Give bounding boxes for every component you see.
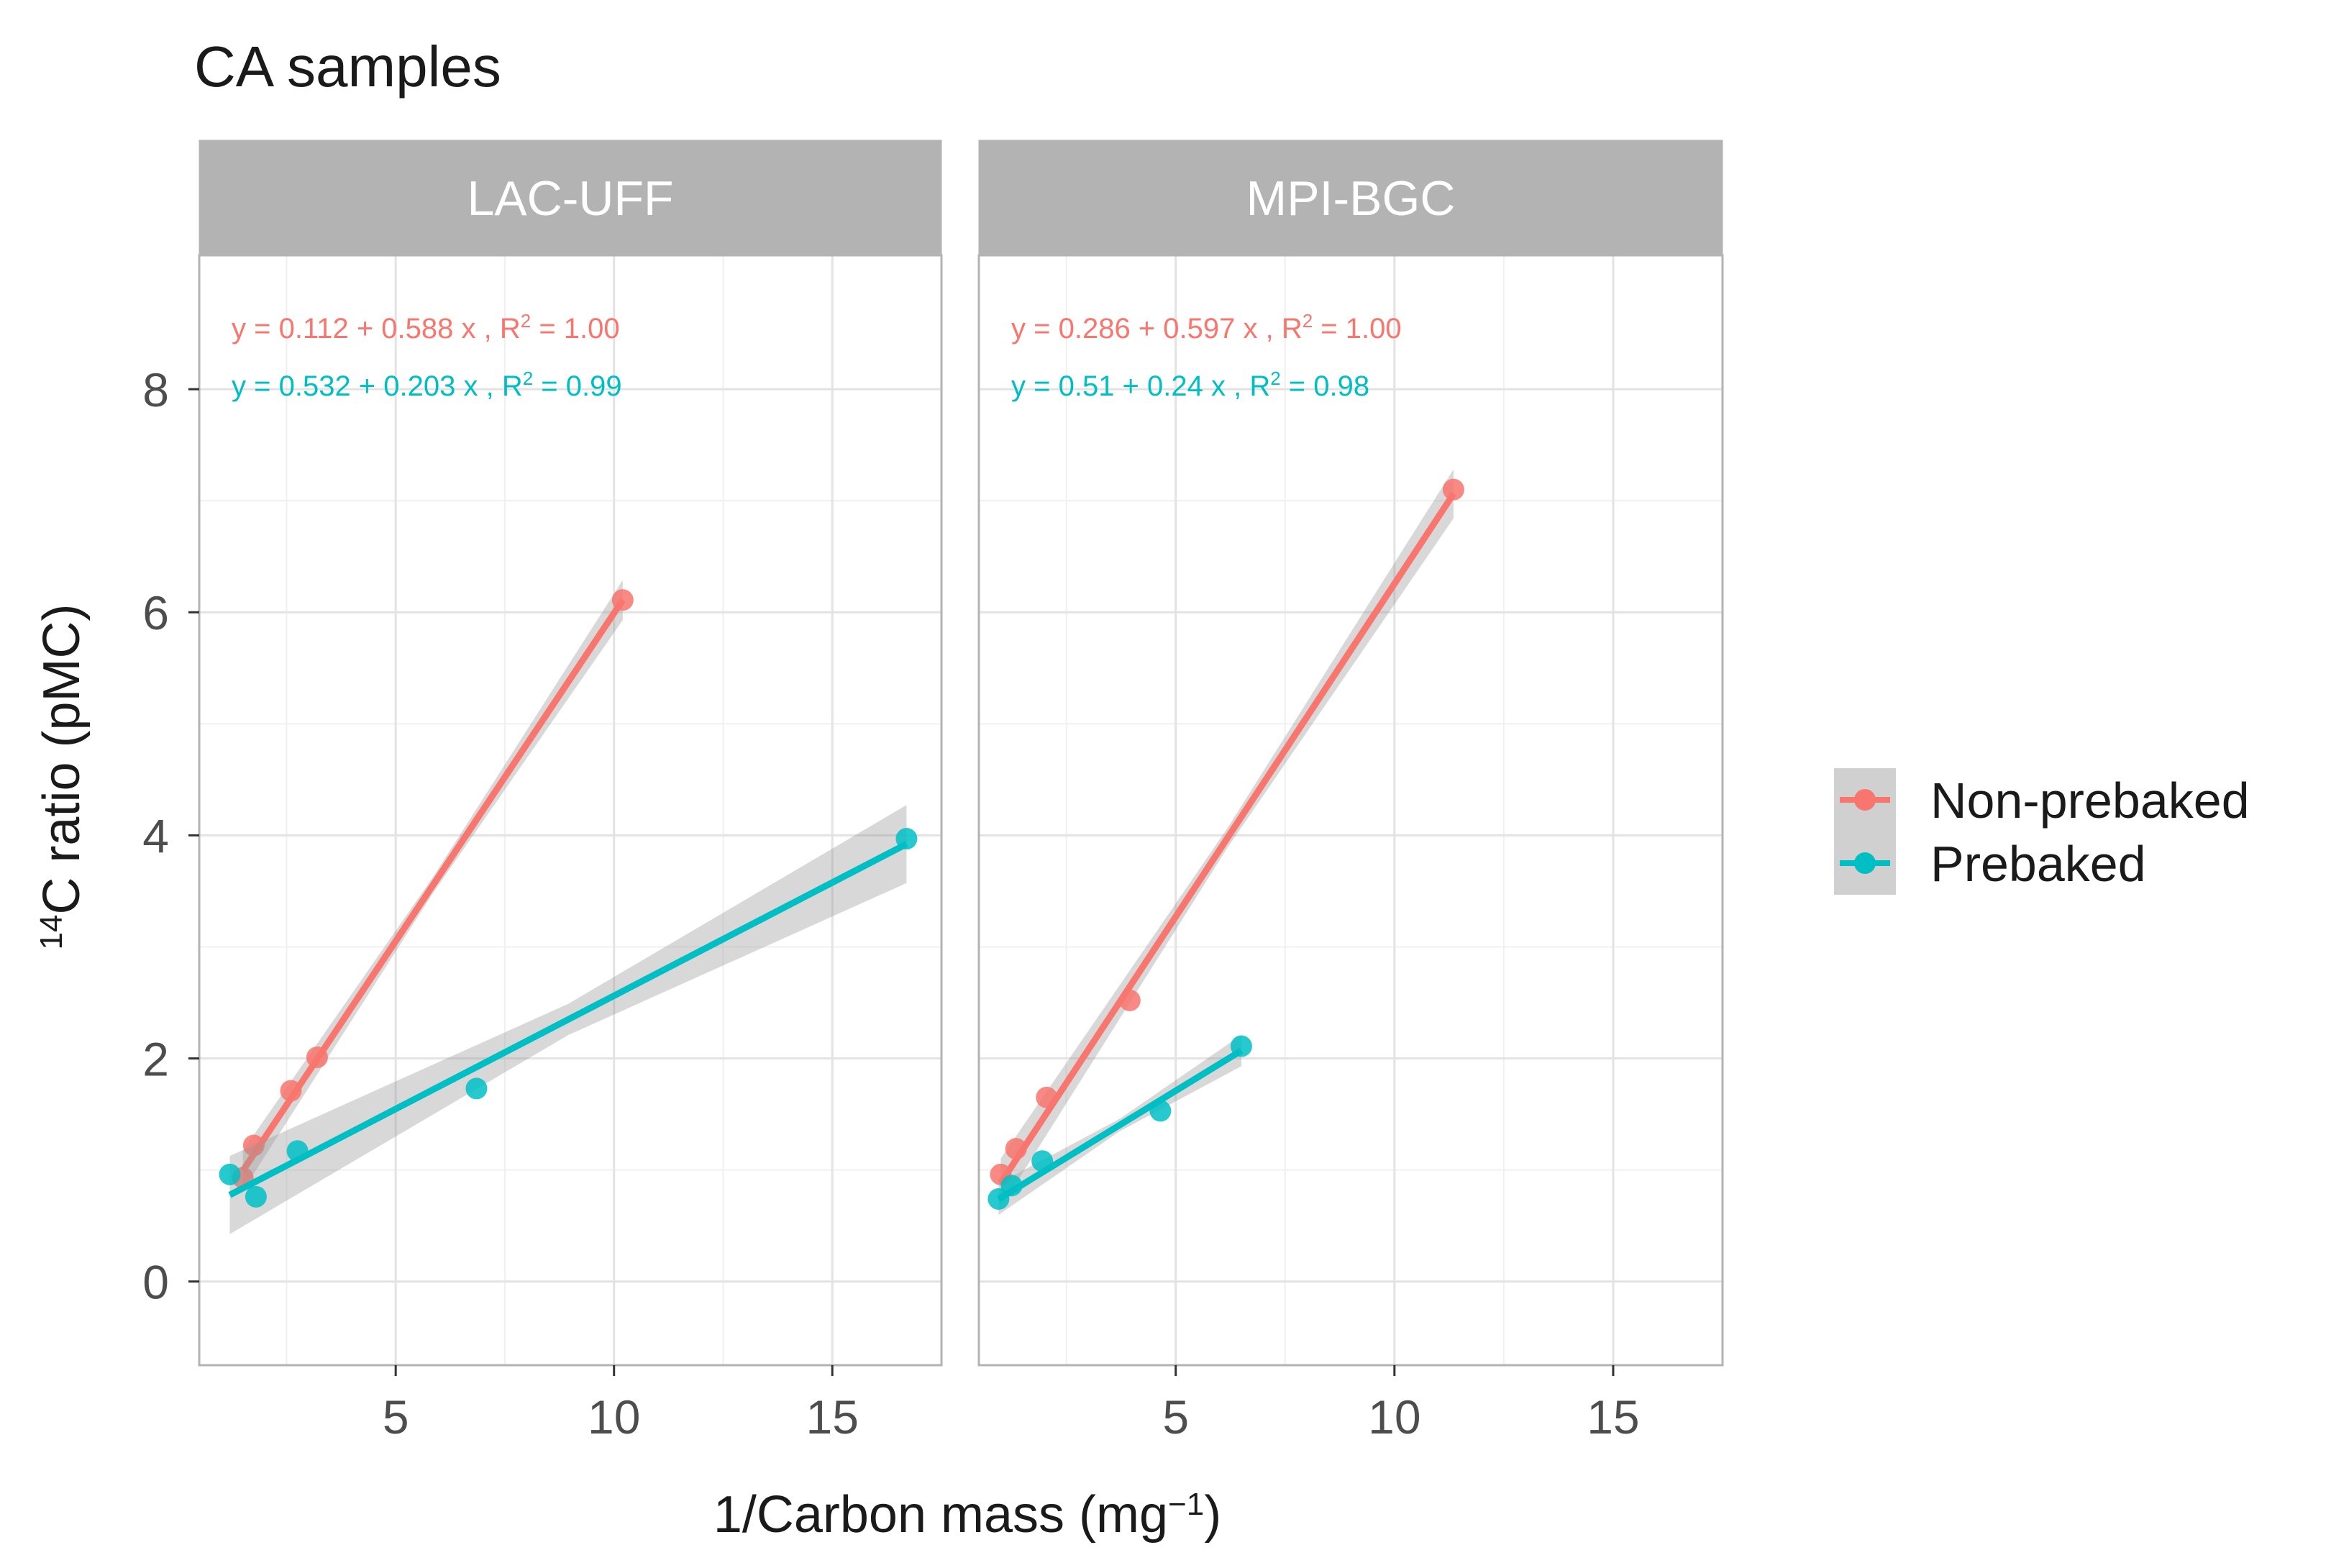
equation-text-end: = 0.99 bbox=[533, 370, 621, 402]
y-tick-label: 2 bbox=[142, 1033, 169, 1086]
y-axis-title: 14C ratio (pMC) bbox=[33, 604, 91, 950]
legend-label: Prebaked bbox=[1930, 836, 2146, 892]
regression-line bbox=[997, 1047, 1244, 1203]
legend: Non-prebaked Prebaked bbox=[1834, 768, 2250, 895]
equation-text-end: = 1.00 bbox=[1313, 313, 1401, 345]
y-axis: 0 2 4 6 8 bbox=[142, 363, 199, 1309]
y-tick-label: 8 bbox=[142, 363, 169, 416]
legend-key-point bbox=[1854, 789, 1876, 811]
x-tick-label: 15 bbox=[806, 1390, 859, 1444]
equation-text: y = 0.112 + 0.588 x , R bbox=[232, 313, 521, 345]
panel-background bbox=[199, 255, 941, 1365]
chart-title: CA samples bbox=[194, 35, 501, 99]
equation-text: y = 0.51 + 0.24 x , R bbox=[1011, 370, 1270, 402]
legend-item-non-prebaked: Non-prebaked bbox=[1834, 768, 2250, 831]
x-tick-label: 5 bbox=[1162, 1390, 1189, 1444]
data-point bbox=[219, 1163, 241, 1185]
panel-border bbox=[198, 254, 943, 1367]
y-tick-label: 0 bbox=[142, 1256, 169, 1309]
legend-key-point bbox=[1854, 852, 1876, 874]
x-axis-title-end: ) bbox=[1204, 1486, 1221, 1544]
x-tick-label: 15 bbox=[1587, 1390, 1639, 1444]
panel-border bbox=[977, 254, 1724, 1367]
series-non-prebaked: y = 0.286 + 0.597 x , R2 = 1.00 bbox=[990, 310, 1464, 1208]
y-tick-label: 4 bbox=[142, 809, 169, 862]
data-point bbox=[245, 1185, 267, 1208]
facet-strip bbox=[199, 140, 942, 256]
x-tick-label: 10 bbox=[588, 1390, 640, 1444]
equation-text-end: = 0.98 bbox=[1281, 370, 1369, 402]
x-tick-label: 10 bbox=[1368, 1390, 1420, 1444]
x-axis-title-text: 1/Carbon mass (mg bbox=[713, 1486, 1168, 1544]
series-prebaked: y = 0.51 + 0.24 x , R2 = 0.98 bbox=[987, 368, 1369, 1215]
series-non-prebaked: y = 0.112 + 0.588 x , R2 = 1.00 bbox=[232, 310, 634, 1191]
equation-text-end: = 1.00 bbox=[531, 313, 619, 345]
equation-text: y = 0.532 + 0.203 x , R bbox=[232, 370, 523, 402]
data-point bbox=[465, 1077, 488, 1100]
facet-strip-label: MPI-BGC bbox=[1246, 171, 1456, 226]
equation-superscript: 2 bbox=[1303, 310, 1313, 332]
x-axis-title-superscript: −1 bbox=[1168, 1487, 1204, 1522]
legend-item-prebaked: Prebaked bbox=[1834, 831, 2146, 895]
regression-line bbox=[240, 598, 626, 1173]
regression-equation: y = 0.51 + 0.24 x , R2 = 0.98 bbox=[1011, 368, 1369, 402]
panel-background bbox=[979, 255, 1723, 1365]
series-prebaked: y = 0.532 + 0.203 x , R2 = 0.99 bbox=[219, 368, 918, 1234]
regression-line bbox=[998, 492, 1456, 1185]
equation-superscript: 2 bbox=[1270, 368, 1280, 389]
facet-strip-label: LAC-UFF bbox=[467, 171, 673, 226]
regression-equation: y = 0.286 + 0.597 x , R2 = 1.00 bbox=[1011, 310, 1402, 345]
x-axis-title: 1/Carbon mass (mg−1) bbox=[713, 1486, 1221, 1544]
x-axis: 5 10 15 5 10 15 bbox=[383, 1365, 1640, 1444]
regression-equation: y = 0.112 + 0.588 x , R2 = 1.00 bbox=[232, 310, 620, 345]
x-tick-label: 5 bbox=[383, 1390, 409, 1444]
y-axis-title-text: C ratio (pMC) bbox=[33, 604, 91, 915]
regression-line bbox=[228, 841, 908, 1198]
data-point bbox=[1442, 478, 1464, 501]
regression-equation: y = 0.532 + 0.203 x , R2 = 0.99 bbox=[232, 368, 622, 402]
equation-superscript: 2 bbox=[523, 368, 533, 389]
equation-text: y = 0.286 + 0.597 x , R bbox=[1011, 313, 1303, 345]
legend-label: Non-prebaked bbox=[1930, 772, 2250, 829]
facet-strip bbox=[978, 140, 1723, 256]
y-tick-label: 6 bbox=[142, 586, 169, 639]
equation-superscript: 2 bbox=[521, 310, 531, 332]
y-axis-title-superscript: 14 bbox=[34, 915, 69, 950]
